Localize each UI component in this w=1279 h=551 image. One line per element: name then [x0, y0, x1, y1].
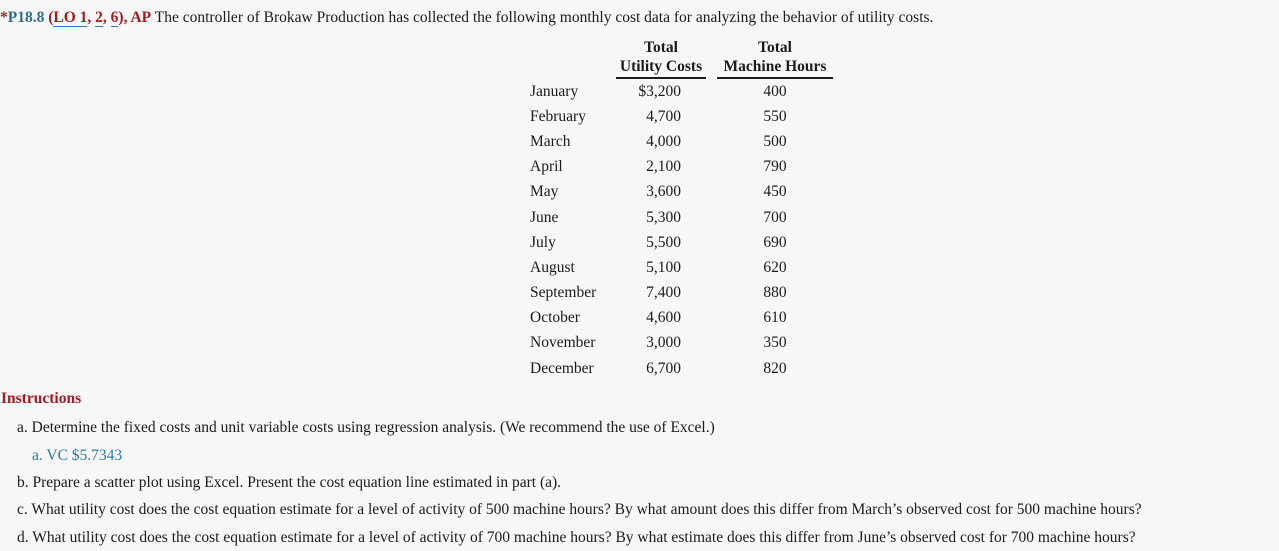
utility-costs-header: Total Utility Costs — [616, 38, 706, 79]
month-cell: December — [530, 359, 594, 377]
instructions-heading: Instructions — [1, 390, 82, 408]
machine-hours-cell: 820 — [763, 359, 787, 377]
answer-label: a. — [32, 446, 43, 464]
utility-cost-cell: 4,700 — [646, 107, 681, 125]
month-cell: February — [530, 107, 586, 125]
utility-cost-cell: 7,400 — [646, 284, 681, 302]
answer-text: VC $5.7343 — [46, 446, 123, 464]
month-cell: November — [530, 334, 596, 352]
table-row: September 7,400 880 — [530, 281, 833, 306]
utility-cost-cell: 4,000 — [646, 132, 681, 150]
utility-cost-cell: 6,700 — [646, 359, 681, 377]
utility-cost-cell: 5,300 — [646, 208, 681, 226]
table-row: February 4,700 550 — [530, 104, 833, 129]
item-text: Prepare a scatter plot using Excel. Pres… — [32, 474, 562, 492]
machine-hours-cell: 550 — [763, 107, 787, 125]
machine-hours-cell: 500 — [763, 132, 787, 150]
instruction-item-b: b. Prepare a scatter plot using Excel. P… — [0, 469, 1279, 496]
table-row: January $3,200 400 — [530, 79, 833, 104]
instruction-item-c: c. What utility cost does the cost equat… — [0, 496, 1279, 523]
lo-separator: , — [102, 9, 111, 26]
problem-statement: *P18.8 (LO 1, 2, 6), AP The controller o… — [0, 0, 1279, 27]
utility-cost-cell: 2,100 — [646, 158, 681, 176]
month-cell: September — [530, 284, 597, 302]
utility-cost-cell: 3,000 — [646, 334, 681, 352]
table-row: June 5,300 700 — [530, 205, 833, 230]
monthly-cost-table: Total Utility Costs Total Machine Hours … — [519, 38, 844, 381]
machine-header-line2: Machine Hours — [723, 58, 827, 75]
month-cell: August — [530, 258, 575, 276]
item-label: d. — [17, 528, 29, 546]
utility-cost-cell: $3,200 — [638, 82, 681, 100]
table-row: November 3,000 350 — [530, 331, 833, 356]
table-row: March 4,000 500 — [530, 129, 833, 154]
instruction-item-a: a. Determine the fixed costs and unit va… — [0, 414, 1279, 441]
table-row: May 3,600 450 — [530, 180, 833, 205]
machine-header-line1: Total — [758, 39, 792, 56]
lo-link-2[interactable]: 2 — [95, 9, 103, 27]
lo-link-6[interactable]: 6 — [110, 9, 119, 27]
machine-hours-cell: 350 — [763, 334, 787, 352]
lo-open-paren: ( — [44, 9, 54, 26]
month-column-header — [530, 38, 605, 79]
table-row: October 4,600 610 — [530, 306, 833, 331]
item-text: Determine the fixed costs and unit varia… — [31, 419, 715, 437]
lo-link-1[interactable]: LO 1 — [53, 9, 88, 27]
table-row: December 6,700 820 — [530, 356, 833, 381]
machine-hours-cell: 700 — [763, 208, 787, 226]
item-label: c. — [17, 501, 28, 519]
month-cell: March — [530, 132, 571, 150]
month-cell: October — [530, 309, 580, 327]
item-text: What utility cost does the cost equation… — [32, 528, 1136, 546]
utility-header-line2: Utility Costs — [619, 58, 703, 75]
table-row: August 5,100 620 — [530, 255, 833, 280]
utility-cost-cell: 5,500 — [646, 233, 681, 251]
utility-cost-cell: 5,100 — [646, 258, 681, 276]
utility-cost-cell: 4,600 — [646, 309, 681, 327]
item-label: a. — [17, 419, 28, 437]
lo-close-paren: ), — [118, 9, 131, 26]
lo-separator: , — [87, 9, 96, 26]
machine-hours-cell: 690 — [763, 233, 787, 251]
problem-number: P18.8 — [7, 9, 45, 26]
machine-hours-cell: 880 — [763, 284, 787, 302]
machine-hours-cell: 620 — [763, 258, 787, 276]
table-row: April 2,100 790 — [530, 155, 833, 180]
header-row: Total Utility Costs Total Machine Hours — [530, 38, 833, 79]
machine-hours-cell: 400 — [763, 82, 787, 100]
utility-header-line1: Total — [644, 39, 678, 56]
month-cell: July — [530, 233, 556, 251]
problem-intro-text: The controller of Brokaw Production has … — [151, 9, 934, 26]
month-cell: April — [530, 158, 563, 176]
ap-badge: AP — [130, 9, 152, 26]
item-text: What utility cost does the cost equation… — [31, 501, 1142, 519]
month-cell: January — [530, 82, 579, 100]
problem-star: * — [0, 9, 8, 26]
instructions-list: a. Determine the fixed costs and unit va… — [0, 414, 1279, 551]
machine-hours-cell: 790 — [763, 158, 787, 176]
utility-cost-cell: 3,600 — [646, 183, 681, 201]
month-cell: June — [530, 208, 559, 226]
answer-line-a: a. VC $5.7343 — [0, 442, 1279, 469]
month-cell: May — [530, 183, 559, 201]
instruction-item-d: d. What utility cost does the cost equat… — [0, 524, 1279, 551]
machine-hours-cell: 610 — [763, 309, 787, 327]
machine-hours-cell: 450 — [763, 183, 787, 201]
machine-hours-header: Total Machine Hours — [717, 38, 833, 79]
table-row: July 5,500 690 — [530, 230, 833, 255]
item-label: b. — [17, 474, 29, 492]
